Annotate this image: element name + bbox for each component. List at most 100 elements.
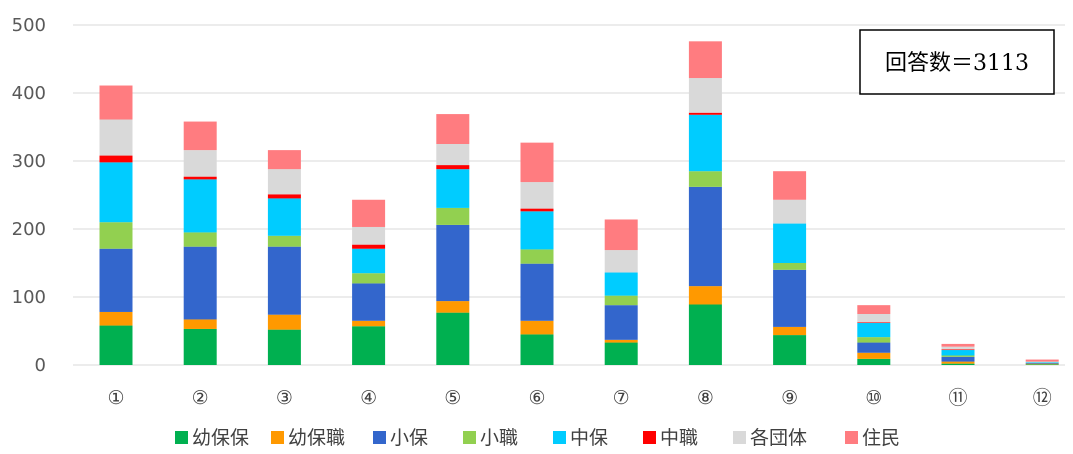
bar-segment: [352, 226, 386, 245]
legend-label: 住民: [862, 427, 900, 449]
bar-segment: [941, 355, 975, 357]
legend-label: 幼保保: [192, 427, 249, 449]
y-tick-label: 100: [12, 287, 46, 308]
bar-segment: [857, 352, 891, 359]
x-tick-label: ⑪: [948, 387, 967, 409]
bar-segment: [436, 144, 470, 166]
bar-segment: [99, 162, 133, 223]
legend-label: 小保: [390, 427, 428, 449]
x-tick-label: ⑫: [1033, 387, 1052, 409]
x-tick-label: ⑨: [781, 387, 798, 409]
x-tick-label: ⑩: [865, 387, 882, 409]
y-tick-label: 0: [35, 355, 46, 376]
bar-segment: [520, 334, 554, 365]
bar-segment: [352, 248, 386, 274]
bar-segment: [941, 356, 975, 362]
x-tick-label: ②: [192, 387, 209, 409]
y-tick-label: 500: [12, 15, 46, 36]
y-axis: 0 100 200 300 400 500: [12, 15, 46, 376]
bar-segment: [1025, 359, 1059, 362]
legend-swatch: [845, 431, 858, 444]
x-tick-label: ⑤: [444, 387, 461, 409]
bar-segment: [857, 305, 891, 314]
bar-segment: [352, 326, 386, 365]
bar-segment: [941, 363, 975, 365]
bar-segment: [604, 272, 638, 296]
bar-segment: [857, 337, 891, 343]
bar-segment: [688, 286, 722, 305]
annotation-box: 回答数＝3113: [859, 29, 1055, 95]
bar-segment: [99, 248, 133, 312]
bar-segment: [267, 314, 301, 330]
bar-segment: [688, 78, 722, 113]
bar-segment: [267, 194, 301, 199]
bar-segment: [436, 114, 470, 144]
bar-segment: [941, 346, 975, 350]
bar-segment: [604, 305, 638, 340]
bar-segment: [99, 119, 133, 156]
bar-segment: [352, 320, 386, 327]
bar-segment: [1025, 364, 1059, 365]
legend-swatch: [271, 431, 284, 444]
bar-segment: [688, 41, 722, 79]
bar-segment: [1025, 362, 1059, 364]
bar-segment: [604, 342, 638, 365]
bar-segment: [688, 112, 722, 115]
y-tick-label: 200: [12, 219, 46, 240]
legend-swatch: [643, 431, 656, 444]
annotation-text: 回答数＝3113: [885, 51, 1029, 76]
x-tick-label: ⑦: [613, 387, 630, 409]
bar-segment: [688, 114, 722, 172]
bar-segment: [520, 208, 554, 212]
bar-segment: [773, 223, 807, 263]
bar-segment: [183, 328, 217, 365]
bar-segment: [183, 179, 217, 233]
x-tick-label: ①: [107, 387, 124, 409]
x-tick-label: ④: [360, 387, 377, 409]
bar-segment: [436, 165, 470, 170]
bar-segment: [436, 312, 470, 365]
bar-segment: [352, 199, 386, 227]
y-tick-label: 400: [12, 83, 46, 104]
bar-segment: [267, 198, 301, 236]
bar-segment: [352, 283, 386, 321]
bar-segment: [436, 224, 470, 302]
bar-segment: [857, 358, 891, 365]
x-tick-label: ⑧: [697, 387, 714, 409]
bar-segment: [857, 342, 891, 353]
bar-segment: [941, 349, 975, 351]
bar-segment: [773, 326, 807, 336]
bar-segment: [773, 199, 807, 224]
legend-label: 幼保職: [288, 427, 345, 449]
bar-segment: [183, 246, 217, 320]
bar-segment: [436, 301, 470, 313]
bar-segment: [436, 207, 470, 225]
bars: [99, 41, 1059, 365]
grid-lines: [73, 24, 1065, 366]
bar-segment: [267, 150, 301, 170]
bar-segment: [99, 325, 133, 365]
legend-swatch: [733, 431, 746, 444]
bar-segment: [183, 232, 217, 247]
bar-segment: [520, 211, 554, 250]
y-tick-label: 300: [12, 151, 46, 172]
bar-segment: [520, 249, 554, 264]
bar-segment: [688, 186, 722, 287]
bar-segment: [520, 263, 554, 321]
bar-segment: [436, 169, 470, 208]
bar-segment: [857, 314, 891, 323]
bar-segment: [99, 155, 133, 163]
legend-swatch: [463, 431, 476, 444]
bar-segment: [773, 269, 807, 327]
bar-segment: [267, 169, 301, 195]
bar-segment: [183, 121, 217, 151]
bar-segment: [941, 343, 975, 347]
bar-segment: [520, 142, 554, 183]
bar-segment: [773, 171, 807, 200]
bar-segment: [352, 273, 386, 284]
bar-segment: [183, 150, 217, 177]
legend-label: 小職: [480, 427, 518, 449]
bar-segment: [604, 295, 638, 306]
bar-segment: [1025, 362, 1059, 363]
legend-swatch: [373, 431, 386, 444]
